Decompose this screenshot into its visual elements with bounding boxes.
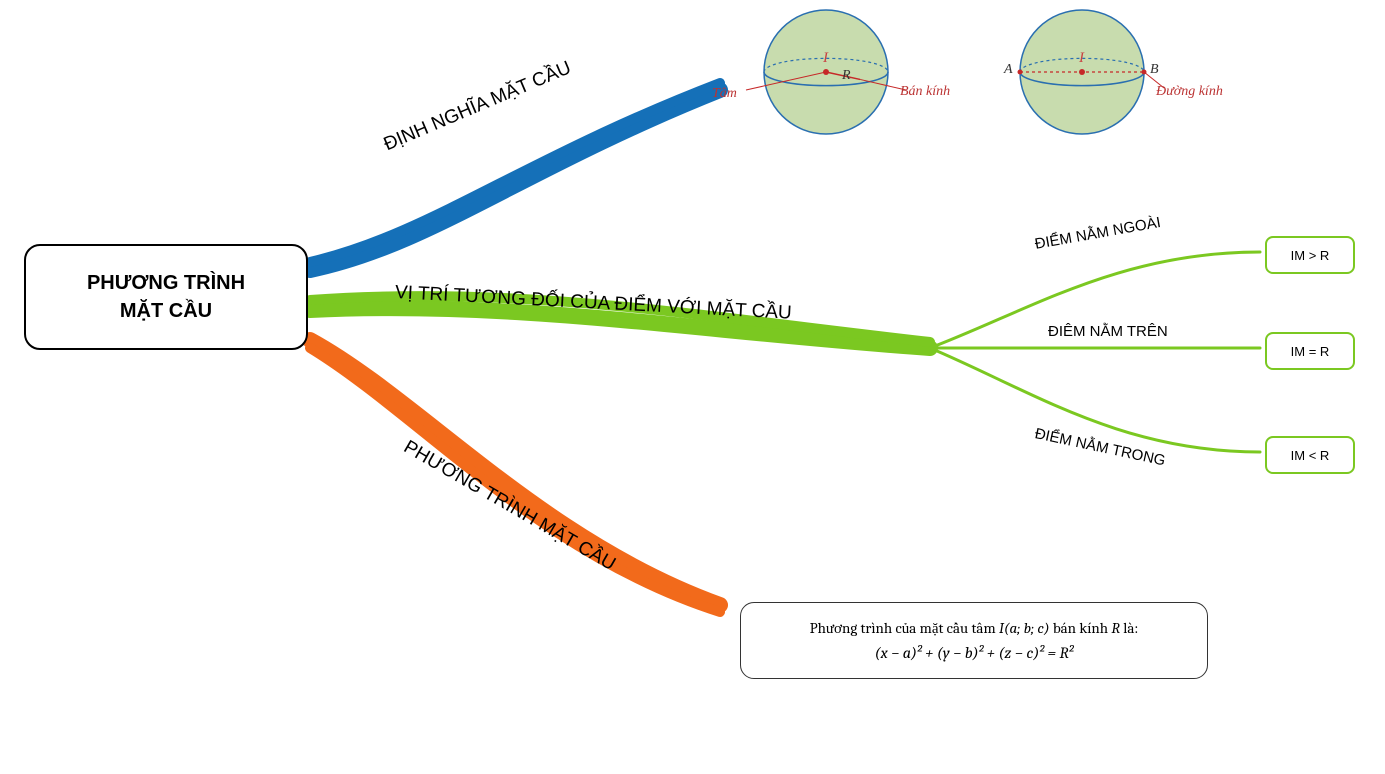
leaf-pos-1: IM = R: [1265, 332, 1355, 370]
eq-suffix: là:: [1120, 619, 1138, 637]
sphere-0-center-label: I: [823, 50, 828, 67]
eq-math1: I(a; b; c): [999, 619, 1050, 637]
equation-formula: (x − a)² + (y − b)² + (z − c)² = R²: [759, 644, 1189, 662]
sphere-1-A: A: [1004, 62, 1013, 78]
sphere-1-center-label: I: [1079, 50, 1084, 67]
equation-box: Phương trình của mặt cầu tâm I(a; b; c) …: [740, 602, 1208, 679]
sphere-0-R-label: R: [842, 68, 851, 84]
mindmap-stage: { "canvas": { "width": 1385, "height": 7…: [0, 0, 1385, 774]
sub-branch-label-pos-1: ĐIÊM NẰM TRÊN: [1048, 323, 1168, 340]
leaf-pos-0: IM > R: [1265, 236, 1355, 274]
eq-mid: bán kính: [1050, 619, 1112, 637]
root-node: PHƯƠNG TRÌNH MẶT CẦU: [24, 244, 308, 350]
root-line-2: MẶT CẦU: [120, 297, 212, 325]
sphere-1-B: B: [1150, 62, 1159, 78]
eq-math2: R: [1111, 619, 1120, 637]
eq-prefix: Phương trình của mặt cầu tâm: [810, 619, 999, 637]
root-line-1: PHƯƠNG TRÌNH: [87, 269, 245, 297]
sphere-0-right-label: Bán kính: [900, 84, 950, 100]
equation-text-line: Phương trình của mặt cầu tâm I(a; b; c) …: [759, 619, 1189, 638]
sphere-1-right-label: Đường kính: [1156, 84, 1223, 100]
leaf-pos-2: IM < R: [1265, 436, 1355, 474]
sphere-0-left-label: Tâm: [712, 86, 737, 102]
